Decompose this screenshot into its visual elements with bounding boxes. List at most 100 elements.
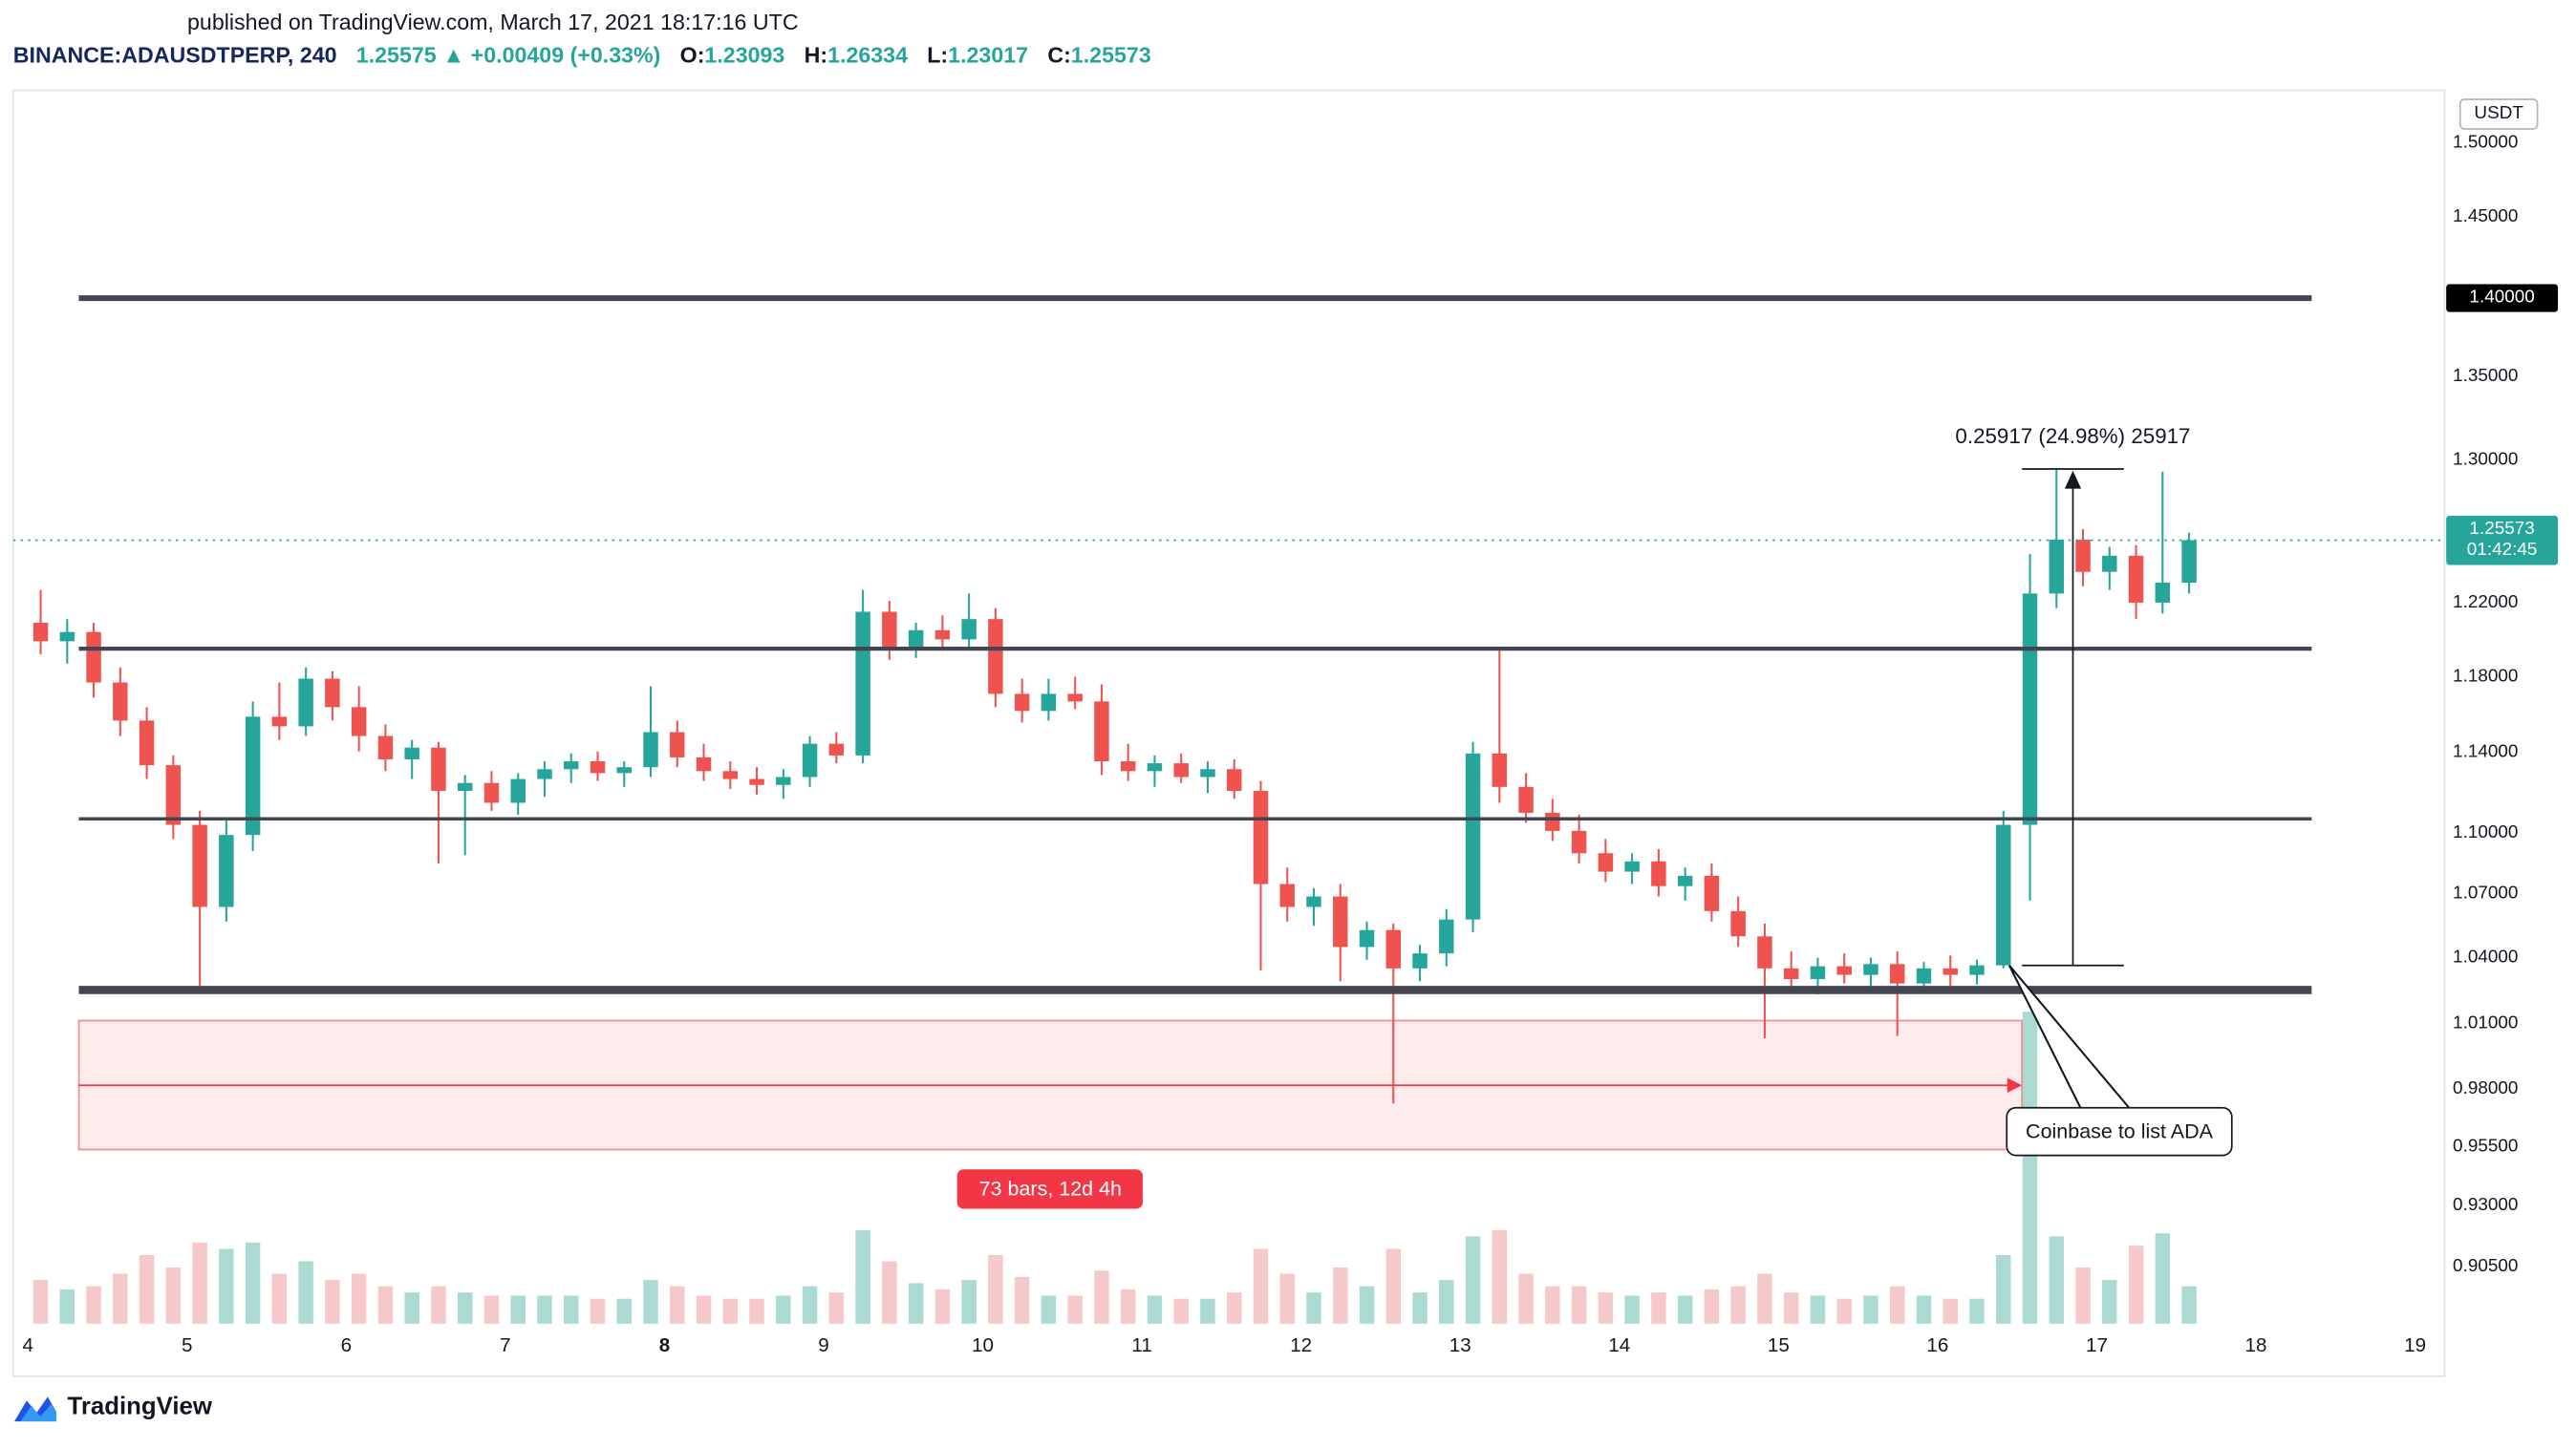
candle-body [908, 629, 924, 648]
candle-body [1359, 929, 1375, 948]
candle-body [1412, 953, 1428, 969]
volume-bar [1041, 1295, 1057, 1324]
volume-bar [537, 1295, 552, 1324]
tradingview-logo-icon [14, 1396, 56, 1422]
volume-bar [1571, 1286, 1587, 1324]
measure-tool-label[interactable]: 0.25917 (24.98%) 25917 [1955, 422, 2191, 448]
volume-bar [1147, 1295, 1163, 1324]
volume-bar [882, 1261, 897, 1324]
volume-bar [1889, 1286, 1905, 1324]
candle-body [1226, 769, 1242, 791]
candle-body [1916, 968, 1932, 984]
volume-bar [271, 1273, 288, 1324]
volume-bar [139, 1254, 155, 1324]
candle-body [1439, 919, 1454, 954]
candle-body [1624, 861, 1640, 872]
symbol-info-bar: BINANCE:ADAUSDTPERP, 240 1.25575 ▲ +0.00… [13, 43, 1151, 68]
candle-body [1889, 964, 1905, 984]
volume-bar [2075, 1268, 2091, 1324]
candle-body [749, 778, 764, 785]
volume-bar [802, 1286, 818, 1324]
chart-frame [11, 89, 2446, 1377]
low-value: 1.23017 [948, 42, 1029, 68]
volume-bar [934, 1289, 951, 1324]
candle-body [1810, 966, 1826, 980]
volume-bar [457, 1292, 473, 1324]
candle-body [245, 716, 261, 836]
volume-bar [1730, 1286, 1746, 1324]
candle-body [590, 761, 606, 774]
volume-bar [377, 1286, 394, 1324]
candle-body [1173, 763, 1189, 778]
candle-body [828, 743, 845, 756]
candle-body [1518, 786, 1534, 813]
volume-bar [59, 1289, 75, 1324]
volume-bar [86, 1286, 101, 1324]
volume-bar [431, 1286, 446, 1324]
volume-bar [988, 1254, 1003, 1324]
candle-body [1783, 968, 1799, 980]
candle-body [776, 777, 791, 785]
volume-bar [192, 1242, 207, 1324]
footer-brand[interactable]: TradingView [13, 1390, 212, 1424]
volume-bar [1306, 1292, 1321, 1324]
volume-bar [776, 1295, 791, 1324]
volume-bar [1253, 1248, 1269, 1324]
volume-bar [1810, 1295, 1826, 1324]
candle-body [1147, 763, 1163, 772]
candle-body [1996, 824, 2011, 966]
symbol-name: BINANCE:ADAUSDTPERP, 240 [12, 42, 337, 68]
currency-label: USDT [2458, 98, 2539, 130]
candle-body [2049, 540, 2065, 594]
candle-body [564, 761, 579, 770]
candle-body [192, 824, 207, 907]
volume-bar [749, 1298, 764, 1324]
candle-body [1836, 966, 1852, 975]
volume-bar [1385, 1248, 1402, 1324]
candle-body [1306, 896, 1321, 907]
volume-bar [1173, 1298, 1189, 1324]
candle-body [2075, 540, 2091, 572]
candle-body [1253, 790, 1269, 884]
brand-name: TradingView [67, 1393, 212, 1421]
volume-bar [1226, 1292, 1242, 1324]
candle-body [1704, 875, 1720, 911]
volume-bar [1863, 1295, 1878, 1324]
volume-bar [1492, 1229, 1508, 1324]
range-zone-arrowhead [2007, 1077, 2023, 1093]
volume-bar [616, 1298, 633, 1324]
up-arrow-icon: ▲ [442, 42, 465, 68]
high-value: 1.26334 [827, 42, 909, 68]
volume-bar [1518, 1273, 1534, 1324]
volume-bar [1412, 1292, 1428, 1324]
callout[interactable]: Coinbase to list ADA [2006, 1106, 2233, 1157]
measure-arrowhead [2064, 470, 2082, 489]
candle-body [86, 631, 101, 683]
candle-body [882, 611, 897, 648]
candle-body [643, 732, 658, 768]
volume-bar [564, 1295, 579, 1324]
candle-body [537, 769, 552, 779]
price-change: +0.00409 (+0.33%) [470, 42, 661, 68]
date-range-badge[interactable]: 73 bars, 12d 4h [957, 1169, 1144, 1209]
volume-bar [1333, 1268, 1348, 1324]
volume-bar [908, 1283, 924, 1324]
volume-bar [1943, 1298, 1958, 1324]
volume-bar [298, 1261, 313, 1324]
candle-body [2128, 555, 2144, 603]
volume-bar [1094, 1270, 1109, 1324]
candle-body [722, 771, 739, 779]
candle-body [2102, 555, 2117, 572]
candle-body [1014, 693, 1030, 712]
candle-body [483, 782, 500, 803]
volume-bar [1757, 1273, 1772, 1324]
candle-body [59, 631, 75, 642]
candle-body [988, 619, 1003, 694]
candle-body [325, 678, 340, 708]
volume-bar [1783, 1292, 1799, 1324]
volume-bar [325, 1280, 340, 1324]
volume-bar [2022, 1012, 2038, 1324]
candle-body [113, 682, 128, 721]
